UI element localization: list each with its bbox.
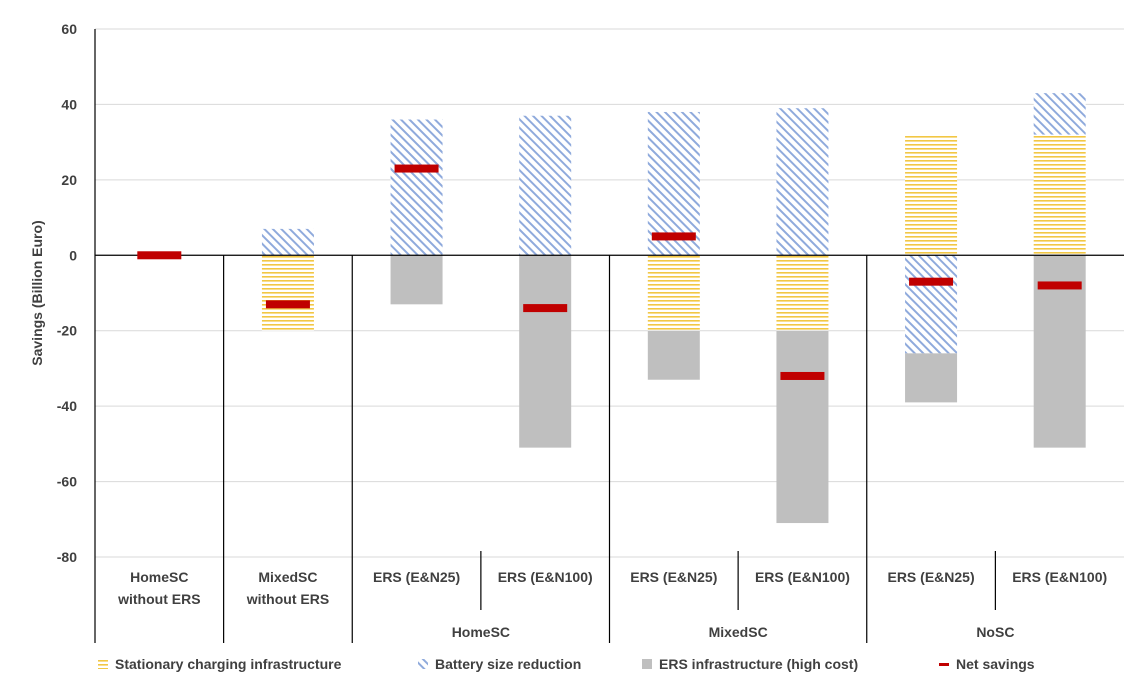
category-labels: HomeSC without ERS MixedSC without ERS ERS (… [117,569,1107,640]
bar-segment [905,255,958,354]
bar-segment [776,255,829,331]
bar-segment [905,353,958,403]
legend-swatch [98,659,108,669]
bar-segment [647,111,700,256]
y-tick-label: 40 [61,96,77,112]
legend: Stationary charging infrastructure Batter… [98,656,1035,672]
axes [94,29,1124,643]
legend-swatch [642,659,652,669]
group-label: NoSC [976,624,1014,640]
legend-label: Net savings [956,656,1035,672]
group-label: HomeSC [452,624,510,640]
legend-item: Net savings [939,656,1035,672]
bar-segment [390,119,443,256]
net-savings-marker [909,277,954,286]
y-tick-label: 20 [61,172,77,188]
legend-label: Stationary charging infrastructure [115,656,342,672]
net-savings-marker [651,232,696,241]
legend-label: ERS infrastructure (high cost) [659,656,858,672]
net-savings-marker [523,304,568,313]
legend-item: ERS infrastructure (high cost) [642,656,858,672]
bar-segment [905,134,958,256]
bar-segment [776,330,829,524]
category-label: ERS (E&N25) [630,569,717,585]
legend-item: Battery size reduction [418,656,581,672]
category-label: MixedSC [258,569,317,585]
legend-swatch [939,663,949,666]
group-label: MixedSC [709,624,768,640]
y-tick-label: -20 [57,323,77,339]
category-label: ERS (E&N25) [887,569,974,585]
bar-segment [519,115,572,256]
y-tick-label: -40 [57,398,77,414]
net-savings-marker [1037,281,1082,290]
bar-segment [1033,93,1086,135]
y-tick-label: 0 [69,247,77,263]
net-savings-marker [137,251,182,260]
category-label: ERS (E&N100) [755,569,850,585]
bar-segment [261,255,314,331]
bar-segment [647,330,700,380]
net-savings-markers [137,164,1082,380]
category-label: HomeSC [130,569,188,585]
bars [261,93,1086,524]
legend-swatch [418,659,428,669]
category-label: ERS (E&N25) [373,569,460,585]
bar-segment [390,255,443,305]
y-axis-label: Savings (Billion Euro) [29,220,45,365]
category-label: ERS (E&N100) [1012,569,1107,585]
y-tick-label: -80 [57,549,77,565]
category-label: without ERS [117,591,200,607]
y-tick-labels: 60 40 20 0 -20 -40 -60 -80 [57,21,77,565]
net-savings-marker [780,371,825,380]
net-savings-marker [394,164,439,173]
bar-segment [1033,134,1086,256]
y-tick-label: 60 [61,21,77,37]
legend-label: Battery size reduction [435,656,581,672]
bar-segment [647,255,700,331]
bar-segment [261,228,314,256]
legend-item: Stationary charging infrastructure [98,656,342,672]
category-label: ERS (E&N100) [498,569,593,585]
y-tick-label: -60 [57,474,77,490]
bar-segment [519,255,572,448]
bar-segment [776,108,829,256]
category-label: without ERS [246,591,329,607]
net-savings-marker [265,300,310,309]
